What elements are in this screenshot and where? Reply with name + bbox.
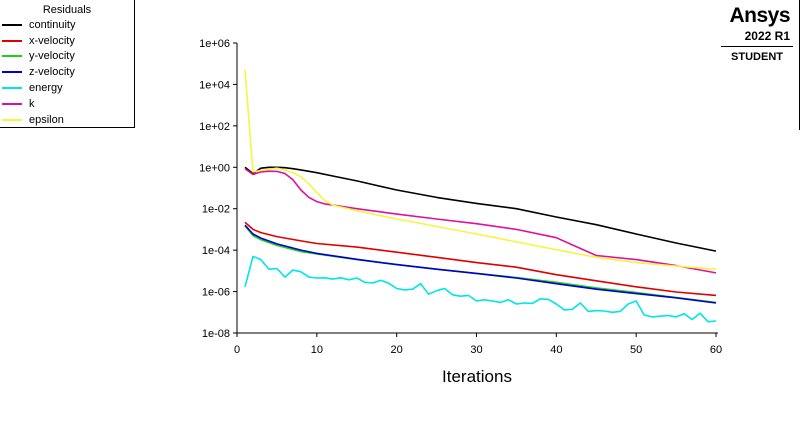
legend-swatch bbox=[2, 71, 22, 74]
legend-label: continuity bbox=[29, 18, 76, 31]
legend-label: energy bbox=[29, 82, 63, 95]
brand-divider bbox=[721, 46, 793, 47]
edition-label: STUDENT bbox=[731, 51, 783, 63]
legend-item-epsilon: epsilon bbox=[0, 112, 134, 128]
x-tick-label: 60 bbox=[710, 344, 722, 356]
legend-item-x-velocity: x-velocity bbox=[0, 33, 134, 49]
legend-item-k: k bbox=[0, 96, 134, 112]
x-tick-label: 0 bbox=[234, 344, 240, 356]
brand-panel: Ansys 2022 R1 STUDENT bbox=[715, 0, 800, 130]
x-tick-label: 10 bbox=[311, 344, 323, 356]
series-line-epsilon bbox=[244, 69, 717, 270]
legend-swatch bbox=[2, 55, 22, 58]
y-tick-label: 1e-04 bbox=[202, 245, 230, 257]
x-tick-label: 30 bbox=[470, 344, 482, 356]
ansys-logo: Ansys bbox=[729, 4, 790, 27]
legend-swatch bbox=[2, 23, 22, 26]
series-line-z-velocity bbox=[244, 224, 717, 304]
series-line-energy bbox=[244, 255, 717, 323]
legend-swatch bbox=[2, 102, 22, 105]
y-tick-label: 1e+02 bbox=[199, 121, 230, 133]
series-line-x-velocity bbox=[244, 221, 717, 297]
x-tick-label: 20 bbox=[391, 344, 403, 356]
y-tick-label: 1e-02 bbox=[202, 204, 230, 216]
legend-swatch bbox=[2, 118, 22, 121]
y-tick-label: 1e+06 bbox=[199, 38, 230, 50]
y-tick-label: 1e+04 bbox=[199, 79, 230, 91]
legend-items: continuity x-velocity y-velocity z-velocity… bbox=[0, 17, 134, 128]
series-line-k bbox=[244, 168, 717, 274]
legend-item-continuity: continuity bbox=[0, 17, 134, 33]
legend-swatch bbox=[2, 39, 22, 42]
legend-label: k bbox=[29, 97, 35, 110]
series-layer bbox=[244, 69, 717, 323]
legend-label: y-velocity bbox=[29, 50, 75, 63]
axes: 1e-08 1e-06 1e-04 1e-02 1e+00 1e+02 1e+04 1e+06… bbox=[199, 38, 722, 356]
legend: Residuals continuity x-velocity y-velocity… bbox=[0, 0, 135, 128]
legend-title: Residuals bbox=[42, 4, 92, 16]
x-axis-title: Iterations bbox=[442, 367, 512, 386]
y-tick-label: 1e-06 bbox=[202, 287, 230, 299]
x-tick-label: 40 bbox=[550, 344, 562, 356]
series-line-continuity bbox=[244, 166, 717, 252]
legend-label: epsilon bbox=[29, 113, 64, 126]
legend-item-z-velocity: z-velocity bbox=[0, 64, 134, 80]
y-tick-label: 1e+00 bbox=[199, 162, 230, 174]
legend-label: x-velocity bbox=[29, 34, 75, 47]
legend-item-energy: energy bbox=[0, 80, 134, 96]
y-tick-label: 1e-08 bbox=[202, 328, 230, 340]
legend-label: z-velocity bbox=[29, 66, 75, 79]
legend-item-y-velocity: y-velocity bbox=[0, 49, 134, 65]
legend-swatch bbox=[2, 87, 22, 90]
x-tick-label: 50 bbox=[630, 344, 642, 356]
version-label: 2022 R1 bbox=[744, 29, 790, 43]
